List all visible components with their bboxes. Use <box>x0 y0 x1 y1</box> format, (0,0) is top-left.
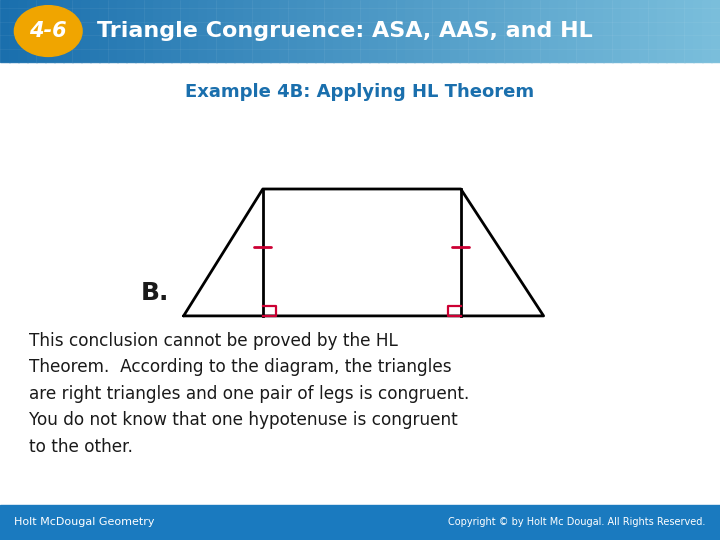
Bar <box>486 0 497 62</box>
Bar <box>639 0 649 62</box>
Bar <box>702 0 712 62</box>
Bar <box>675 0 685 62</box>
Bar <box>684 0 694 62</box>
Bar <box>531 0 541 62</box>
Bar <box>270 0 281 62</box>
Bar <box>495 0 505 62</box>
Bar <box>333 0 343 62</box>
Bar <box>459 0 469 62</box>
Bar <box>36 0 46 62</box>
Bar <box>306 0 317 62</box>
Text: Holt McDougal Geometry: Holt McDougal Geometry <box>14 517 155 528</box>
Bar <box>549 0 559 62</box>
Bar <box>171 0 181 62</box>
Bar <box>432 0 442 62</box>
Bar <box>225 0 235 62</box>
Bar <box>135 0 145 62</box>
Bar <box>144 0 154 62</box>
Bar <box>540 0 550 62</box>
Bar <box>630 0 641 62</box>
Bar <box>72 0 82 62</box>
Bar <box>711 0 720 62</box>
Bar <box>0 505 720 540</box>
Text: Triangle Congruence: ASA, AAS, and HL: Triangle Congruence: ASA, AAS, and HL <box>97 21 593 41</box>
Text: 4-6: 4-6 <box>30 21 67 41</box>
Bar <box>9 0 19 62</box>
Bar <box>405 0 415 62</box>
Bar <box>468 0 478 62</box>
Bar <box>216 0 226 62</box>
Bar <box>621 0 631 62</box>
Bar <box>522 0 532 62</box>
Bar <box>243 0 253 62</box>
Bar <box>351 0 361 62</box>
Bar <box>558 0 569 62</box>
Bar <box>180 0 190 62</box>
Bar <box>297 0 307 62</box>
Bar <box>189 0 199 62</box>
Bar <box>414 0 424 62</box>
Bar <box>576 0 586 62</box>
Bar <box>54 0 65 62</box>
Bar <box>126 0 137 62</box>
Bar <box>567 0 577 62</box>
Bar <box>657 0 667 62</box>
Bar <box>252 0 262 62</box>
Bar <box>198 0 209 62</box>
Bar <box>0 62 720 505</box>
Bar <box>324 0 334 62</box>
Text: Example 4B: Applying HL Theorem: Example 4B: Applying HL Theorem <box>186 83 534 101</box>
Bar <box>153 0 163 62</box>
Text: Copyright © by Holt Mc Dougal. All Rights Reserved.: Copyright © by Holt Mc Dougal. All Right… <box>449 517 706 528</box>
Bar <box>117 0 127 62</box>
Bar <box>18 0 29 62</box>
Bar <box>603 0 613 62</box>
Bar <box>585 0 595 62</box>
Bar <box>342 0 353 62</box>
Bar <box>666 0 677 62</box>
Bar <box>378 0 389 62</box>
Bar <box>99 0 109 62</box>
Text: This conclusion cannot be proved by the HL
Theorem.  According to the diagram, t: This conclusion cannot be proved by the … <box>29 332 469 456</box>
Bar <box>207 0 217 62</box>
Bar <box>477 0 487 62</box>
Bar <box>315 0 325 62</box>
Bar <box>279 0 289 62</box>
Bar <box>45 0 55 62</box>
Bar <box>648 0 658 62</box>
Bar <box>387 0 397 62</box>
Bar <box>396 0 407 62</box>
Bar <box>288 0 299 62</box>
Bar <box>0 0 11 62</box>
Bar <box>441 0 451 62</box>
Bar <box>369 0 379 62</box>
Circle shape <box>14 5 82 57</box>
Bar <box>63 0 73 62</box>
Bar <box>108 0 119 62</box>
Bar <box>450 0 461 62</box>
Bar <box>594 0 604 62</box>
Bar <box>90 0 101 62</box>
Text: B.: B. <box>140 281 168 305</box>
Bar <box>234 0 245 62</box>
Bar <box>423 0 433 62</box>
Bar <box>162 0 173 62</box>
Bar <box>261 0 271 62</box>
Bar <box>81 0 91 62</box>
Bar <box>612 0 622 62</box>
Bar <box>504 0 514 62</box>
Bar <box>513 0 523 62</box>
Bar <box>360 0 370 62</box>
Bar <box>27 0 37 62</box>
Bar <box>693 0 703 62</box>
